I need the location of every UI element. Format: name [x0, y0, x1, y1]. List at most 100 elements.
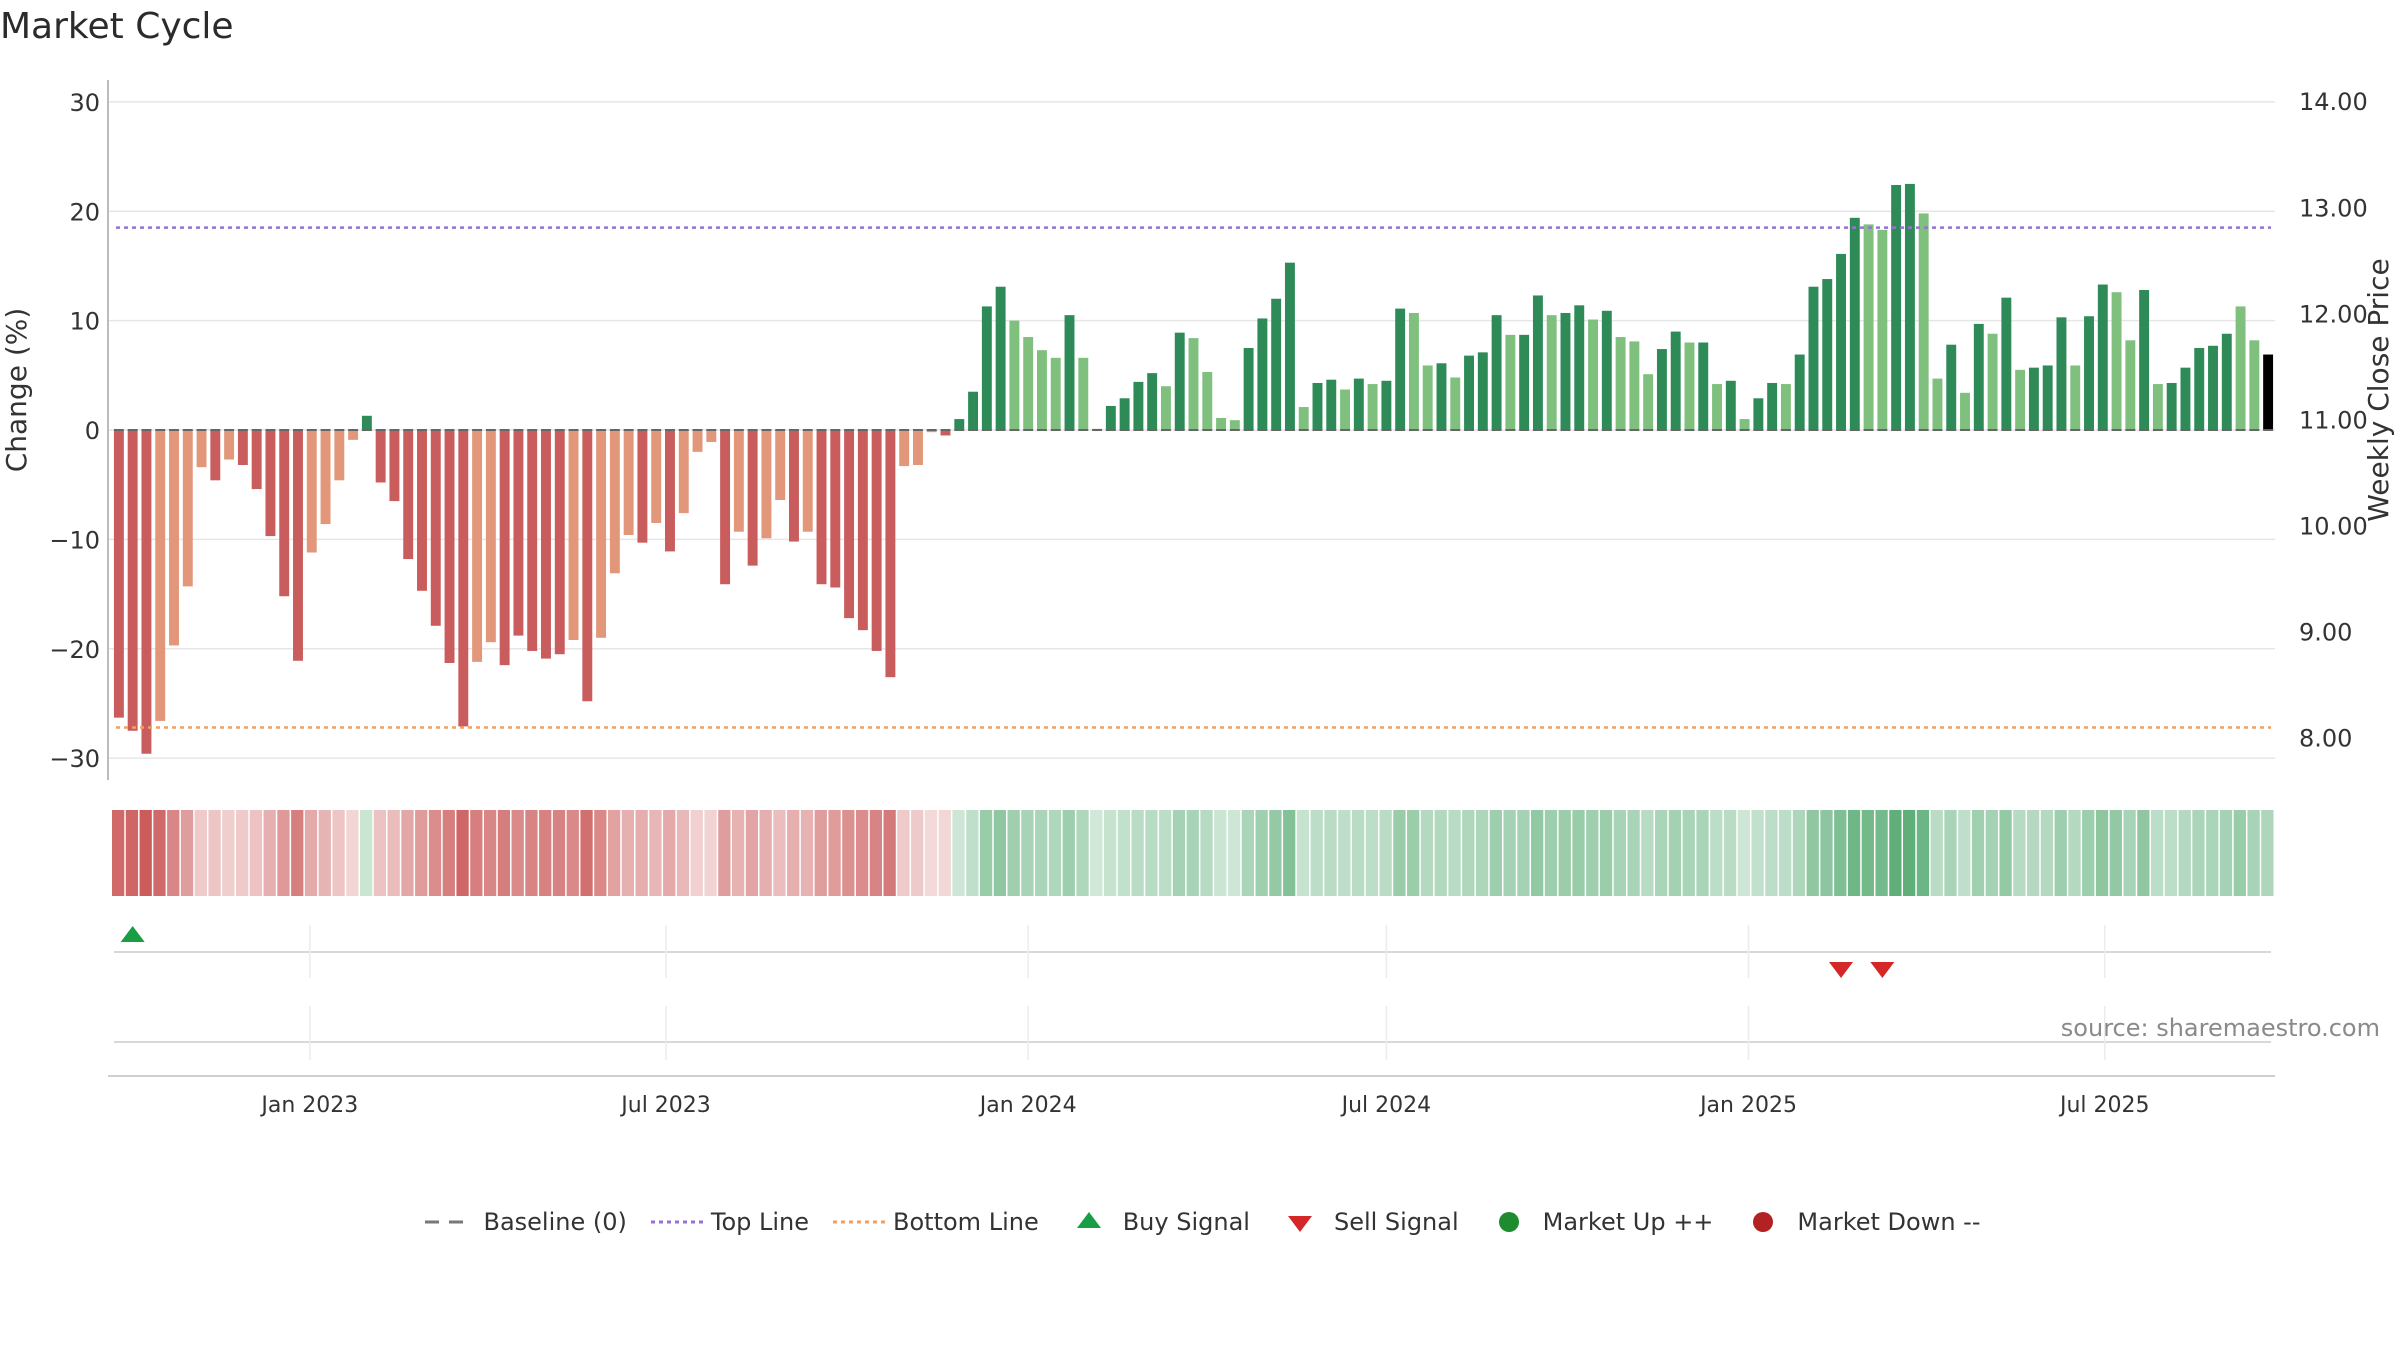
x-tick-label: Jul 2025: [2058, 1093, 2150, 1118]
legend-market-down: Market Down --: [1733, 1208, 1981, 1236]
bar: [472, 430, 483, 662]
bar: [196, 430, 207, 468]
bar: [1271, 298, 1282, 430]
heat-cell: [235, 810, 249, 896]
heat-cell: [1861, 810, 1874, 896]
bar: [1532, 295, 1543, 430]
heat-cell: [1076, 810, 1089, 896]
legend-up-label: Market Up ++: [1542, 1208, 1714, 1236]
baseline-legend-icon: [419, 1208, 479, 1236]
bar: [210, 430, 221, 481]
bar: [2084, 316, 2094, 430]
bar: [1464, 355, 1475, 430]
heat-cell: [1586, 810, 1599, 896]
bar: [2111, 292, 2122, 430]
heat-cell: [800, 810, 814, 896]
bar: [1491, 315, 1502, 430]
heat-cell: [924, 810, 938, 896]
bar: [348, 430, 359, 440]
bar: [1408, 312, 1419, 430]
heat-cell: [759, 810, 772, 896]
heat-cell: [731, 810, 745, 896]
bar: [1477, 352, 1488, 430]
heat-cell: [1999, 810, 2012, 896]
y-right-tick-label: 11.00: [2299, 406, 2368, 434]
bar: [802, 430, 813, 532]
heat-cell: [1145, 810, 1158, 896]
bar: [1808, 286, 1819, 430]
bar: [2042, 365, 2053, 430]
heat-cell: [1420, 810, 1434, 896]
heat-cell: [1090, 810, 1103, 896]
bar: [334, 430, 345, 481]
heat-cell: [979, 810, 993, 896]
source-credit: source: sharemaestro.com: [2060, 1014, 2380, 1042]
heat-cell: [1448, 810, 1461, 896]
bar: [1229, 420, 1240, 430]
y-right-tick-label: 9.00: [2299, 619, 2352, 647]
heat-cell: [2219, 810, 2233, 896]
heat-cell: [125, 810, 139, 896]
bar: [775, 430, 786, 500]
y-right-tick-label: 12.00: [2299, 300, 2368, 328]
bar: [2015, 369, 2026, 430]
heat-cell: [1475, 810, 1489, 896]
bar: [844, 430, 855, 619]
heat-cell: [594, 810, 607, 896]
heat-cell: [1351, 810, 1365, 896]
heat-cell: [2247, 810, 2260, 896]
bottom-line-legend-icon: [829, 1208, 889, 1236]
heat-cell: [1765, 810, 1778, 896]
heat-cell: [277, 810, 290, 896]
bar: [912, 430, 923, 465]
legend-sell-label: Sell Signal: [1333, 1208, 1459, 1236]
bar: [596, 430, 607, 638]
heat-cell: [2233, 810, 2246, 896]
heat-cell: [1572, 810, 1585, 896]
bar: [651, 430, 662, 523]
heat-cell: [1503, 810, 1516, 896]
heat-cell: [635, 810, 648, 896]
heat-cell: [1048, 810, 1062, 896]
heat-cell: [2013, 810, 2026, 896]
heat-cell: [2206, 810, 2219, 896]
bar: [1023, 337, 1034, 430]
heat-cell: [2164, 810, 2178, 896]
bar: [1284, 262, 1295, 430]
bar: [1574, 305, 1585, 430]
heat-cell: [1627, 810, 1640, 896]
bar: [1918, 213, 1929, 430]
bar: [2180, 367, 2191, 430]
heat-cell: [483, 810, 497, 896]
bar: [2001, 297, 2012, 430]
legend-top-line: Top Line: [647, 1208, 809, 1236]
market-up-dot-icon: [1479, 1208, 1539, 1236]
bar: [1780, 384, 1791, 430]
bar: [1064, 315, 1075, 430]
y-tick-label: 10: [69, 308, 100, 336]
heat-cell: [401, 810, 414, 896]
heat-cell: [442, 810, 455, 896]
bar: [1767, 382, 1778, 430]
heat-cell: [1007, 810, 1020, 896]
heat-cell: [359, 810, 373, 896]
bar: [981, 306, 992, 430]
heat-cell: [787, 810, 800, 896]
bar: [1505, 334, 1516, 430]
bar: [499, 430, 510, 666]
heat-cell: [552, 810, 566, 896]
bar: [995, 286, 1006, 430]
bar: [885, 430, 896, 678]
heat-cell: [621, 810, 635, 896]
bar: [609, 430, 620, 574]
buy-triangle-icon: [1059, 1208, 1119, 1236]
bar: [1987, 333, 1998, 430]
heat-cell: [718, 810, 731, 896]
bar: [1601, 310, 1612, 430]
heat-cell: [1806, 810, 1819, 896]
heat-cell: [222, 810, 235, 896]
heat-cell: [456, 810, 469, 896]
bar: [1009, 320, 1020, 430]
x-tick-label: Jan 2023: [259, 1093, 358, 1118]
heat-cell: [180, 810, 194, 896]
